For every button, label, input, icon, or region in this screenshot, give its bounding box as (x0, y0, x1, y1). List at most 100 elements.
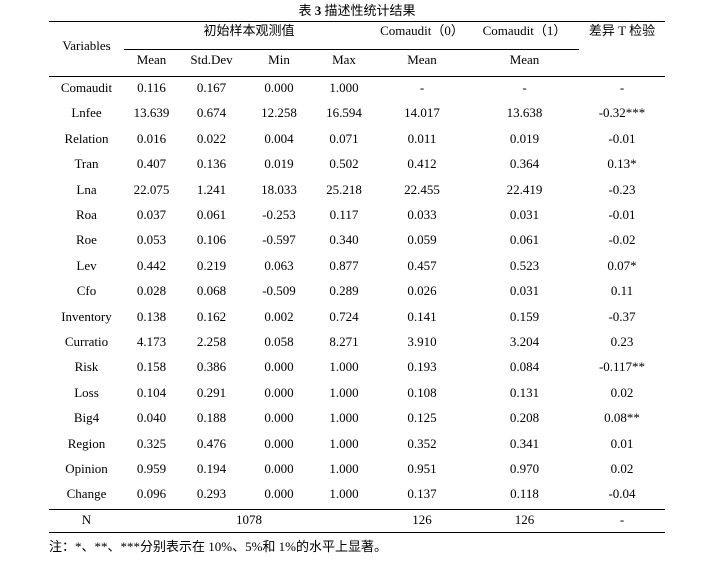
cell-std-dev: 0.167 (196, 80, 227, 95)
cell-variable: Change (66, 486, 107, 501)
cell-diff-t-test: -0.117** (598, 359, 646, 374)
cell-comaudit0-mean: 0.457 (407, 258, 437, 273)
cell-max: 8.271 (329, 334, 359, 349)
table-title-text: 描述性统计结果 (324, 3, 416, 18)
cell-mean: 0.104 (136, 385, 167, 400)
header-group-initial: 初始样本观测值 (203, 23, 295, 38)
header-max: Max (332, 52, 356, 67)
cell-variable: Cfo (76, 283, 97, 298)
cell-min: 0.000 (264, 385, 294, 400)
cell-comaudit0-mean: 0.412 (407, 156, 437, 171)
cell-comaudit1-mean: 0.118 (510, 486, 539, 501)
cell-min: -0.509 (262, 283, 296, 298)
cell-max: 1.000 (329, 80, 359, 95)
cell-min: 18.033 (261, 182, 297, 197)
table-title-prefix: 表 (298, 3, 312, 18)
cell-std-dev: 0.194 (196, 461, 227, 476)
header-group-diff-t-test: 差异 T 检验 (588, 23, 656, 38)
cell-mean: 13.639 (133, 105, 170, 120)
cell-comaudit1-mean: 0.159 (509, 309, 540, 324)
cell-comaudit1-mean: 0.084 (509, 359, 540, 374)
cell-std-dev: 0.061 (196, 207, 227, 222)
cell-comaudit0-mean: 0.125 (407, 410, 437, 425)
header-mean: Mean (136, 52, 167, 67)
cell-mean: 0.325 (136, 436, 167, 451)
cell-variable: Lev (76, 258, 97, 273)
cell-min: 0.000 (264, 436, 294, 451)
cell-diff-t-test: -0.37 (608, 309, 636, 324)
cell-max: 1.000 (329, 359, 359, 374)
cell-diff-t-test: -0.01 (608, 207, 636, 222)
cell-variable: Loss (74, 385, 99, 400)
cell-comaudit1-mean: 3.204 (509, 334, 540, 349)
cell-mean: 0.442 (136, 258, 167, 273)
cell-min: 0.004 (264, 131, 294, 146)
cell-comaudit0-mean: 0.011 (407, 131, 437, 146)
header-std-dev: Std.Dev (190, 52, 233, 67)
cell-diff-t-test: 0.07* (607, 258, 637, 273)
cell-max: 16.594 (326, 105, 362, 120)
n-comaudit1: 126 (514, 512, 535, 527)
cell-diff-t-test: - (619, 80, 625, 95)
table-note: 注：*、**、***分别表示在 10%、5%和 1%的水平上显著。 (49, 539, 387, 554)
cell-max: 1.000 (329, 410, 359, 425)
cell-comaudit0-mean: 22.455 (404, 182, 440, 197)
header-comaudit0-mean: Mean (407, 52, 437, 67)
cell-min: 0.000 (264, 410, 294, 425)
cell-variable: Lna (76, 182, 97, 197)
cell-std-dev: 0.293 (196, 486, 227, 501)
cell-mean: 0.016 (136, 131, 167, 146)
cell-comaudit1-mean: 13.638 (506, 105, 543, 120)
cell-variable: Tran (74, 156, 99, 171)
cell-mean: 0.158 (136, 359, 167, 374)
cell-comaudit0-mean: 0.193 (407, 359, 437, 374)
cell-diff-t-test: -0.32*** (598, 105, 646, 120)
cell-max: 1.000 (329, 461, 359, 476)
cell-comaudit0-mean: 0.059 (407, 232, 437, 247)
cell-max: 25.218 (326, 182, 362, 197)
cell-max: 0.724 (329, 309, 359, 324)
cell-variable: Curratio (64, 334, 109, 349)
cell-comaudit0-mean: 0.108 (407, 385, 437, 400)
cell-std-dev: 0.068 (196, 283, 227, 298)
cell-comaudit1-mean: 0.208 (509, 410, 540, 425)
cell-std-dev: 0.106 (196, 232, 227, 247)
cell-diff-t-test: 0.08** (604, 410, 640, 425)
cell-max: 1.000 (329, 486, 359, 501)
cell-diff-t-test: -0.23 (608, 182, 636, 197)
cell-variable: Lnfee (71, 105, 102, 120)
cell-variable: Big4 (73, 410, 100, 425)
cell-comaudit1-mean: - (522, 80, 527, 95)
cell-diff-t-test: -0.01 (608, 131, 636, 146)
cell-mean: 0.138 (136, 309, 167, 324)
cell-max: 1.000 (329, 385, 359, 400)
cell-comaudit0-mean: - (419, 80, 425, 95)
cell-min: 0.058 (264, 334, 294, 349)
cell-comaudit1-mean: 0.970 (509, 461, 540, 476)
cell-diff-t-test: 0.11 (610, 283, 634, 298)
cell-std-dev: 0.674 (196, 105, 227, 120)
table-title-number: 3 (314, 3, 322, 18)
cell-variable: Roa (76, 207, 97, 222)
group-rule (124, 49, 579, 50)
cell-comaudit0-mean: 3.910 (407, 334, 437, 349)
cell-mean: 0.028 (136, 283, 167, 298)
header-bottom-rule (49, 76, 665, 77)
cell-max: 0.289 (329, 283, 359, 298)
cell-comaudit0-mean: 0.141 (407, 309, 437, 324)
cell-min: 0.000 (264, 461, 294, 476)
cell-diff-t-test: 0.23 (610, 334, 634, 349)
cell-diff-t-test: -0.04 (608, 486, 636, 501)
n-bottom-rule (49, 532, 665, 533)
cell-max: 0.502 (329, 156, 359, 171)
n-comaudit0: 126 (412, 512, 432, 527)
cell-diff-t-test: -0.02 (608, 232, 636, 247)
cell-mean: 0.116 (137, 80, 166, 95)
cell-std-dev: 0.386 (196, 359, 227, 374)
cell-comaudit0-mean: 14.017 (404, 105, 440, 120)
header-group-comaudit1: Comaudit（1） (482, 23, 567, 38)
cell-variable: Inventory (61, 309, 112, 324)
cell-comaudit1-mean: 0.131 (509, 385, 540, 400)
cell-std-dev: 0.022 (196, 131, 227, 146)
cell-comaudit1-mean: 0.031 (509, 283, 540, 298)
